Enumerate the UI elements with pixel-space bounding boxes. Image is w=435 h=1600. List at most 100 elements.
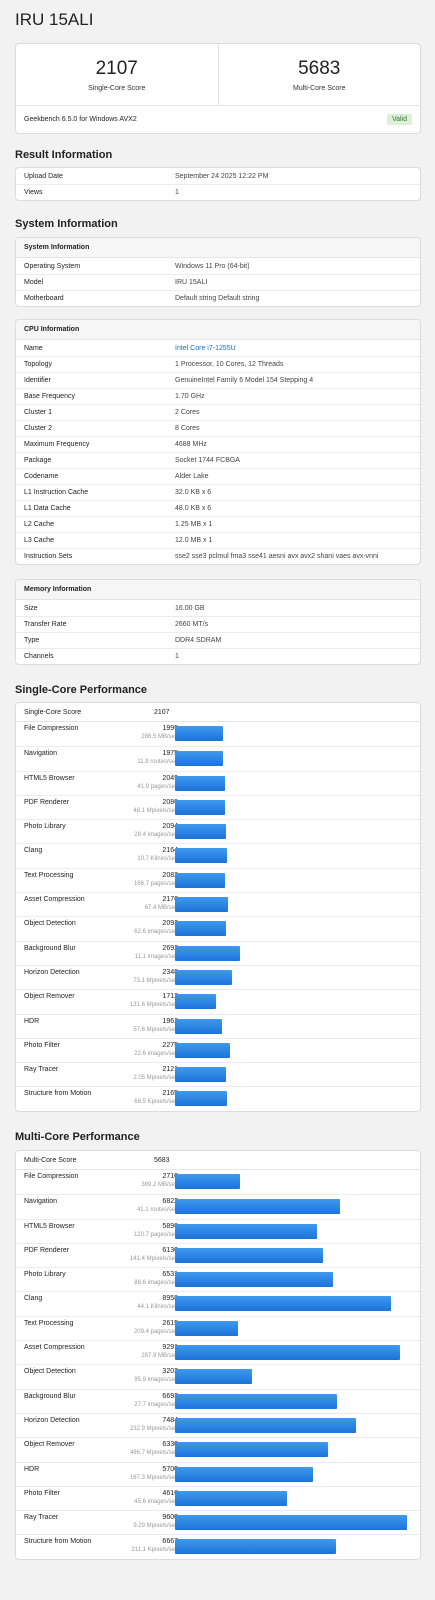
cpu-name-link[interactable]: Intel Core i7-1255U (175, 344, 236, 352)
system-information-heading: System Information (15, 218, 118, 230)
benchmark-throughput: 41.1 routes/sec (136, 1207, 178, 1214)
info-row-key: L2 Cache (24, 521, 54, 528)
info-row: L1 Instruction Cache 32.0 KB x 6 (16, 484, 420, 500)
benchmark-score-bar (175, 1466, 313, 1482)
multi-core-score-cell: 5683 Multi-Core Score (217, 44, 421, 105)
info-row-key: Size (24, 604, 38, 612)
benchmark-row: Text Processing 2082 166.7 pages/sec (16, 867, 420, 892)
benchmark-throughput: 95.9 images/sec (134, 1377, 178, 1384)
benchmark-score-bar (175, 775, 225, 791)
benchmark-name: HTML5 Browser (24, 1222, 75, 1230)
benchmark-throughput: 131.6 Mpixels/sec (129, 1002, 178, 1009)
benchmark-row: Photo Library 6531 88.6 images/sec (16, 1267, 420, 1291)
benchmark-row: File Compression 1995 286.5 MB/sec (16, 722, 420, 746)
multi-core-performance-card: Multi-Core Score 5683 File Compression 27… (15, 1150, 421, 1560)
benchmark-name: Horizon Detection (24, 968, 80, 976)
cpu-information-card: CPU Information Name Intel Core i7-1255U T… (15, 319, 421, 565)
info-row-value: 1 (175, 653, 179, 660)
benchmark-throughput: 28.4 images/sec (134, 832, 178, 839)
info-row-value: sse2 sse3 pclmul fma3 sse41 aesni avx av… (175, 553, 379, 560)
benchmark-name: Clang (24, 847, 43, 855)
system-information-card: System Information Operating System Windo… (15, 237, 421, 307)
benchmark-throughput: 45.6 images/sec (134, 1498, 178, 1505)
benchmark-name: Text Processing (24, 1319, 74, 1327)
info-row-key: L1 Instruction Cache (24, 489, 89, 496)
single-core-performance-card: Single-Core Score 2107 File Compression 1… (15, 702, 421, 1112)
benchmark-throughput: 167.3 Mpixels/sec (129, 1474, 178, 1481)
info-row: L1 Data Cache 48.0 KB x 6 (16, 500, 420, 516)
benchmark-score-bar (175, 945, 240, 961)
benchmark-name: Photo Filter (24, 1041, 60, 1049)
benchmark-score: 1975 (162, 750, 178, 758)
info-row-key: Package (24, 457, 52, 464)
benchmark-name: HTML5 Browser (24, 774, 75, 782)
benchmark-score-bar (175, 921, 226, 937)
benchmark-score: 6130 (162, 1246, 178, 1254)
benchmark-score-bar (175, 1223, 317, 1239)
benchmark-name: Asset Compression (24, 1344, 85, 1352)
benchmark-name: Structure from Motion (24, 1538, 92, 1546)
benchmark-score-bar (175, 1247, 323, 1263)
benchmark-score-bar (175, 1515, 407, 1531)
single-core-score-label: Single-Core Score (88, 85, 146, 92)
info-row: L3 Cache 12.0 MB x 1 (16, 532, 420, 548)
info-row-value: 1.25 MB x 1 (175, 521, 213, 528)
benchmark-score: 9291 (162, 1344, 178, 1352)
benchmark-score-bar (175, 1320, 238, 1336)
benchmark-throughput: 141.4 Mpixels/sec (129, 1255, 178, 1262)
info-row: Upload Date September 24 2025 12:22 PM (16, 168, 420, 184)
benchmark-throughput: 11.1 images/sec (134, 953, 178, 960)
benchmark-row: Clang 8958 44.1 Klines/sec (16, 1291, 420, 1315)
benchmark-name: Photo Library (24, 1271, 66, 1279)
benchmark-name: Horizon Detection (24, 1416, 80, 1424)
benchmark-row: HDR 5700 167.3 Mpixels/sec (16, 1461, 420, 1486)
info-row-value: 1.70 GHz (175, 393, 205, 400)
benchmark-row: Photo Filter 2275 22.6 images/sec (16, 1037, 420, 1062)
benchmark-score: 2176 (162, 896, 178, 904)
info-row-key: Transfer Rate (24, 621, 67, 628)
info-row-value: 48.0 KB x 6 (175, 505, 212, 512)
info-row-key: Base Frequency (24, 393, 75, 400)
info-row-key: Maximum Frequency (24, 441, 90, 448)
benchmark-throughput: 41.9 pages/sec (137, 783, 178, 790)
info-row-value: Windows 11 Pro (64-bit) (175, 262, 250, 270)
benchmark-score: 2049 (162, 774, 178, 782)
benchmark-score-bar (175, 1417, 356, 1433)
info-row: Package Socket 1744 FCBGA (16, 452, 420, 468)
benchmark-row: HTML5 Browser 5896 120.7 pages/sec (16, 1218, 420, 1243)
benchmark-row: Navigation 1975 11.9 routes/sec (16, 746, 420, 770)
benchmark-score-bar (175, 751, 223, 767)
benchmark-name: File Compression (24, 1173, 79, 1180)
benchmark-score-bar (175, 1296, 391, 1312)
benchmark-name: File Compression (24, 725, 79, 732)
multi-core-score-label: Multi-Core Score (292, 85, 346, 92)
benchmark-row: Ray Tracer 9600 9.29 Mpixels/sec (16, 1510, 420, 1534)
benchmark-score: 2710 (162, 1173, 178, 1180)
benchmark-throughput: 232.9 Mpixels/sec (129, 1425, 178, 1432)
system-information-subheading: System Information (16, 238, 420, 258)
benchmark-name: Background Blur (24, 1392, 76, 1400)
benchmark-score: 7484 (162, 1416, 178, 1424)
cpu-information-subheading: CPU Information (16, 320, 420, 340)
benchmark-throughput: 11.9 routes/sec (137, 759, 178, 766)
benchmark-score: 2121 (162, 1066, 178, 1074)
benchmark-throughput: 88.6 images/sec (134, 1280, 178, 1287)
single-core-score-row-label: Single-Core Score (24, 708, 82, 716)
score-card: 2107 Single-Core Score 5683 Multi-Core S… (15, 43, 421, 134)
result-information-card: Upload Date September 24 2025 12:22 PM Vie… (15, 167, 421, 201)
benchmark-name: Photo Filter (24, 1489, 60, 1497)
benchmark-name: PDF Renderer (24, 1246, 70, 1254)
multi-core-score-row-value: 5683 (154, 1156, 170, 1164)
benchmark-score: 2164 (162, 847, 178, 855)
benchmark-name: Background Blur (24, 944, 76, 952)
benchmark-name: HDR (24, 1465, 40, 1473)
info-row-value: 16.00 GB (175, 604, 205, 612)
info-row: Channels 1 (16, 648, 420, 664)
benchmark-row: Object Detection 3203 95.9 images/sec (16, 1364, 420, 1388)
info-row-value: DDR4 SDRAM (175, 637, 222, 644)
benchmark-row: Asset Compression 9291 287.9 MB/sec (16, 1340, 420, 1364)
benchmark-score-bar (175, 897, 228, 913)
benchmark-row: Object Remover 1712 131.6 Mpixels/sec (16, 989, 420, 1013)
result-information-heading: Result Information (15, 149, 113, 161)
single-core-score-cell: 2107 Single-Core Score (16, 44, 218, 105)
